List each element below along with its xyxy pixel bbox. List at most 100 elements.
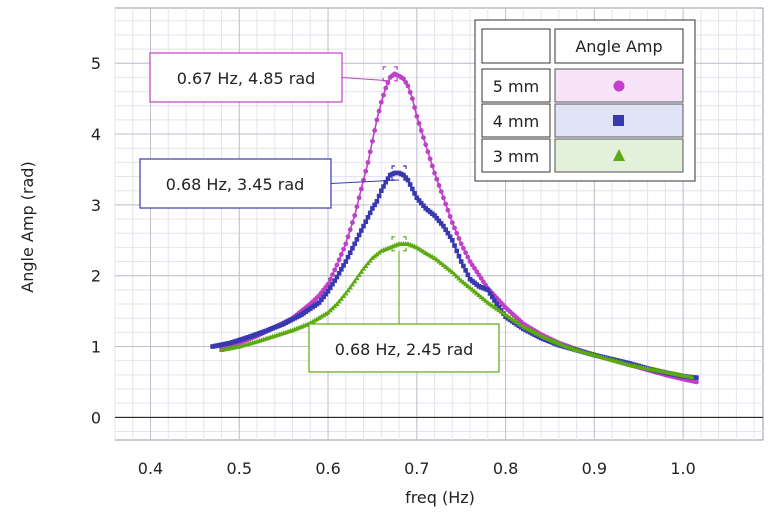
square-marker-icon bbox=[613, 115, 624, 126]
data-point bbox=[436, 218, 442, 224]
data-point bbox=[365, 159, 371, 165]
data-point bbox=[316, 315, 322, 320]
data-point bbox=[463, 268, 468, 273]
data-point bbox=[689, 374, 695, 379]
data-point bbox=[319, 297, 324, 303]
data-point bbox=[381, 92, 386, 98]
data-point bbox=[451, 271, 458, 277]
data-point bbox=[347, 227, 353, 233]
data-point bbox=[434, 176, 440, 182]
x-axis-ticks: 0.4 0.5 0.6 0.7 0.8 0.9 1.0 bbox=[138, 459, 696, 478]
data-point bbox=[352, 278, 358, 284]
x-tick-label: 0.5 bbox=[227, 459, 252, 478]
legend-label: 4 mm bbox=[493, 112, 539, 131]
data-point bbox=[492, 298, 497, 303]
data-point bbox=[367, 210, 373, 216]
data-point bbox=[321, 312, 327, 318]
legend-label: 5 mm bbox=[493, 77, 539, 96]
data-point bbox=[445, 207, 451, 213]
legend-row-4mm[interactable]: 4 mm bbox=[481, 103, 684, 138]
data-point bbox=[347, 284, 353, 290]
data-point bbox=[449, 220, 455, 225]
data-point bbox=[465, 272, 471, 278]
data-point bbox=[345, 234, 351, 240]
data-point bbox=[487, 291, 493, 296]
data-point bbox=[341, 263, 346, 268]
data-point bbox=[458, 241, 464, 247]
data-point bbox=[694, 375, 699, 380]
data-point bbox=[405, 177, 411, 183]
data-point bbox=[438, 189, 444, 195]
peak-bracket bbox=[391, 165, 407, 181]
data-point bbox=[383, 85, 389, 91]
data-point bbox=[694, 379, 699, 385]
x-tick-label: 1.0 bbox=[670, 459, 695, 478]
data-point bbox=[372, 128, 378, 133]
annotation-box bbox=[139, 158, 332, 209]
data-point bbox=[338, 295, 344, 301]
data-point bbox=[365, 260, 371, 266]
data-point bbox=[363, 263, 369, 268]
peak-bracket bbox=[382, 66, 398, 82]
data-point bbox=[350, 220, 355, 225]
data-point bbox=[347, 250, 353, 255]
data-point bbox=[332, 267, 338, 273]
legend-row-3mm[interactable]: 3 mm bbox=[481, 138, 684, 173]
x-tick-label: 0.6 bbox=[315, 459, 340, 478]
data-point bbox=[325, 288, 331, 294]
annotation-leader bbox=[330, 179, 400, 184]
data-point bbox=[432, 170, 437, 176]
data-point bbox=[370, 206, 375, 211]
data-point bbox=[407, 182, 413, 187]
data-point bbox=[376, 108, 382, 114]
data-point bbox=[318, 313, 324, 319]
peak-markers bbox=[382, 66, 407, 252]
data-point bbox=[458, 259, 464, 264]
data-point bbox=[461, 245, 466, 251]
data-point bbox=[345, 287, 351, 293]
data-point bbox=[352, 241, 357, 247]
x-tick-label: 0.9 bbox=[582, 459, 607, 478]
data-point bbox=[379, 188, 384, 194]
data-point bbox=[441, 195, 446, 201]
data-point bbox=[454, 248, 460, 254]
circle-marker-icon bbox=[613, 80, 625, 92]
data-point bbox=[416, 121, 422, 126]
data-point bbox=[456, 253, 462, 259]
data-point bbox=[423, 142, 429, 148]
data-point bbox=[443, 201, 449, 207]
data-point bbox=[418, 128, 424, 133]
annotation-label: 0.68 Hz, 3.45 rad bbox=[166, 175, 305, 194]
data-point bbox=[354, 204, 360, 210]
data-point bbox=[356, 195, 362, 201]
data-point bbox=[363, 168, 369, 174]
data-point bbox=[339, 267, 344, 272]
data-point bbox=[381, 184, 386, 189]
data-point bbox=[374, 199, 380, 204]
series-layer bbox=[210, 71, 699, 385]
series-3mm bbox=[218, 241, 695, 379]
data-point bbox=[425, 149, 431, 155]
data-point bbox=[343, 259, 349, 264]
data-point bbox=[343, 290, 349, 296]
data-point bbox=[456, 275, 462, 281]
x-tick-label: 0.4 bbox=[138, 459, 163, 478]
legend-header: Angle Amp bbox=[575, 37, 662, 56]
data-point bbox=[332, 278, 337, 283]
data-point bbox=[323, 311, 329, 316]
data-point bbox=[359, 228, 364, 233]
data-point bbox=[370, 138, 375, 144]
data-point bbox=[334, 274, 340, 280]
data-point bbox=[334, 301, 340, 307]
peak-bracket bbox=[391, 236, 407, 252]
legend-corner-cell bbox=[481, 28, 551, 64]
data-point bbox=[401, 172, 406, 178]
annotation-label: 0.67 Hz, 4.85 rad bbox=[177, 69, 316, 88]
data-point bbox=[345, 254, 351, 260]
data-point bbox=[445, 230, 451, 236]
data-point bbox=[340, 293, 347, 299]
data-point bbox=[343, 241, 349, 247]
data-point bbox=[338, 252, 344, 257]
legend-row-5mm[interactable]: 5 mm bbox=[481, 68, 684, 103]
data-point bbox=[427, 156, 433, 162]
